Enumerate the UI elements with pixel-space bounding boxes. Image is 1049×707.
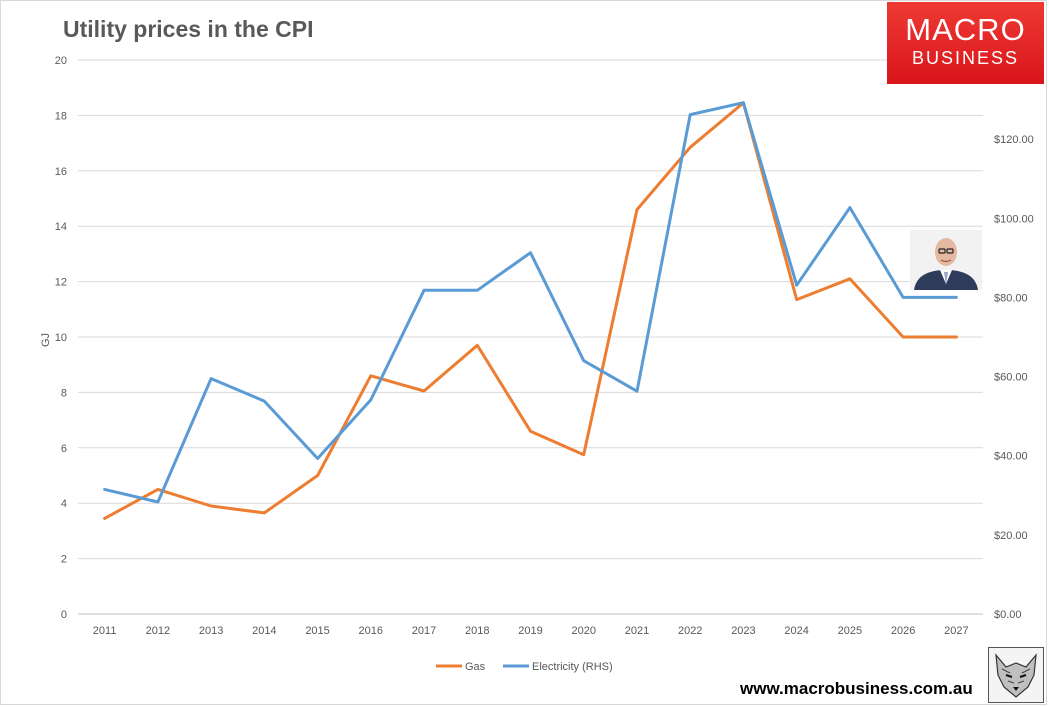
- brand-line1: MACRO: [905, 12, 1026, 47]
- x-tick-label: 2024: [784, 625, 808, 637]
- person-portrait-icon: [910, 230, 982, 290]
- x-tick-label: 2022: [678, 625, 702, 637]
- right-tick-label: $100.00: [994, 213, 1034, 225]
- x-tick-label: 2016: [359, 625, 383, 637]
- x-tick-label: 2014: [252, 625, 276, 637]
- macrobusiness-logo: MACRO BUSINESS: [887, 2, 1044, 84]
- left-tick-label: 0: [61, 609, 67, 621]
- x-tick-label: 2020: [571, 625, 595, 637]
- right-tick-label: $40.00: [994, 451, 1028, 463]
- left-tick-label: 6: [61, 443, 67, 455]
- x-tick-label: 2027: [944, 625, 968, 637]
- x-tick-label: 2023: [731, 625, 755, 637]
- x-tick-label: 2012: [146, 625, 170, 637]
- brand-line2: BUSINESS: [911, 48, 1020, 68]
- series-line-electricity-rhs: [103, 101, 958, 504]
- x-axis-ticks: 2011 2012 2013 2014 2015 2016 2017 2018 2019 2020…: [93, 625, 969, 637]
- site-url: www.macrobusiness.com.au: [740, 679, 973, 698]
- x-tick-label: 2015: [305, 625, 329, 637]
- legend-gas-label: Gas: [465, 661, 486, 673]
- left-axis-ticks: 0 2 4 6 8 10 12 14 16 18 20: [55, 55, 67, 621]
- left-tick-label: 14: [55, 221, 67, 233]
- x-tick-label: 2017: [412, 625, 436, 637]
- gridlines: [78, 59, 983, 615]
- legend: Gas Electricity (RHS): [436, 661, 613, 673]
- x-tick-label: 2026: [891, 625, 915, 637]
- left-tick-label: 4: [61, 498, 67, 510]
- wolf-logo-icon: [988, 647, 1044, 703]
- x-tick-label: 2025: [838, 625, 862, 637]
- right-tick-label: $80.00: [994, 292, 1028, 304]
- legend-electricity-label: Electricity (RHS): [532, 661, 613, 673]
- right-axis-ticks: $0.00 $20.00 $40.00 $60.00 $80.00 $100.00 $120…: [994, 134, 1034, 621]
- x-tick-label: 2018: [465, 625, 489, 637]
- left-tick-label: 20: [55, 55, 67, 67]
- left-tick-label: 10: [55, 332, 67, 344]
- chart-title: Utility prices in the CPI: [63, 16, 314, 42]
- left-tick-label: 8: [61, 387, 67, 399]
- right-tick-label: $0.00: [994, 609, 1022, 621]
- left-tick-label: 12: [55, 277, 67, 289]
- right-tick-label: $60.00: [994, 372, 1028, 384]
- left-tick-label: 18: [55, 110, 67, 122]
- x-tick-label: 2021: [625, 625, 649, 637]
- y-axis-label: GJ: [40, 333, 52, 347]
- right-tick-label: $120.00: [994, 134, 1034, 146]
- x-tick-label: 2013: [199, 625, 223, 637]
- series-line-gas: [103, 101, 958, 520]
- left-tick-label: 16: [55, 166, 67, 178]
- x-tick-label: 2019: [518, 625, 542, 637]
- series-group: [103, 101, 958, 520]
- left-tick-label: 2: [61, 554, 67, 566]
- right-tick-label: $20.00: [994, 530, 1028, 542]
- x-tick-label: 2011: [93, 625, 117, 637]
